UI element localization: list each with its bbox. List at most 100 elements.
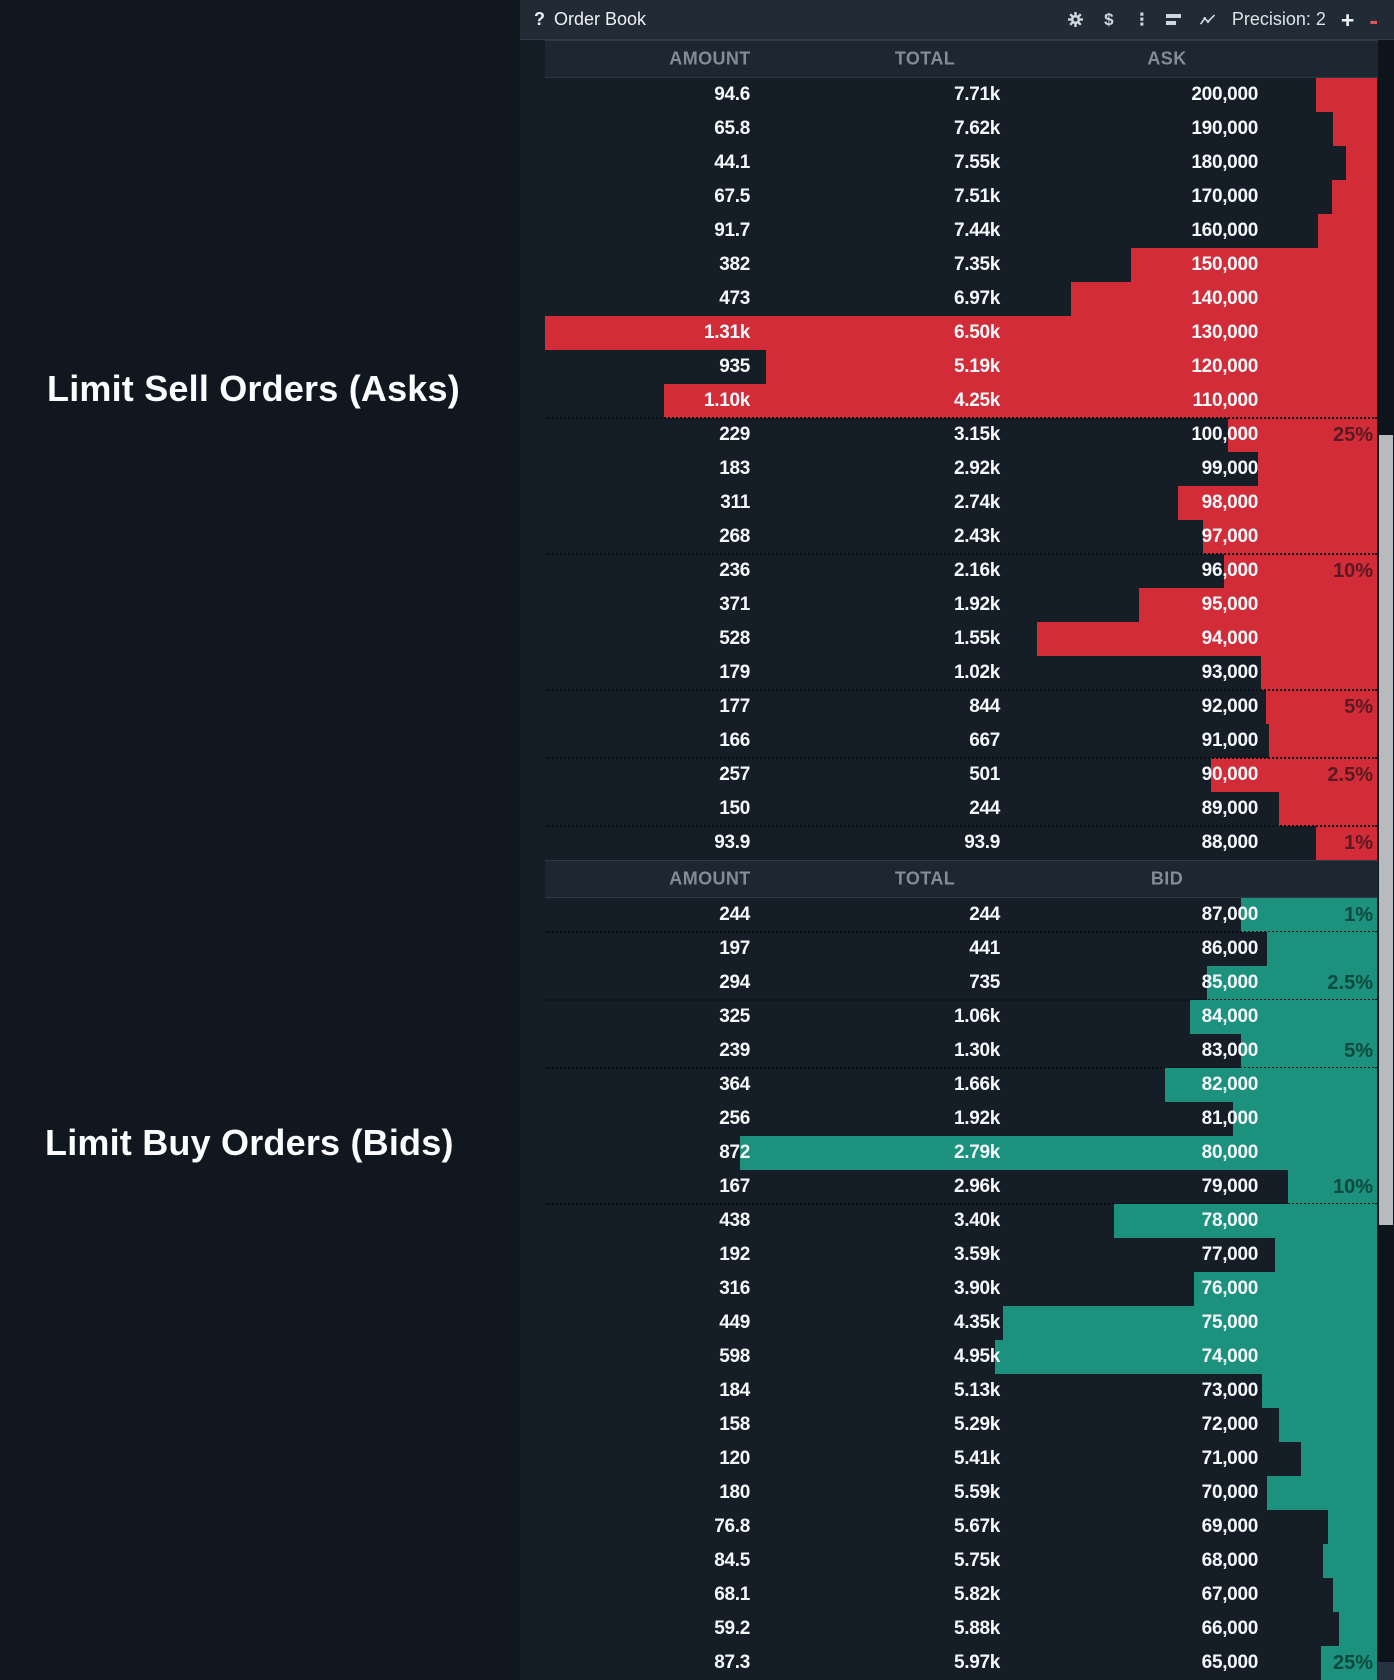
amount-cell: 236 <box>719 560 750 581</box>
depth-bar <box>1332 1578 1377 1612</box>
price-cell: 96,000 <box>1201 560 1259 581</box>
distance-percent-label: 2.5% <box>1327 972 1373 994</box>
ask-row[interactable]: 1.10k 4.25k 110,000 <box>545 384 1394 418</box>
ask-row[interactable]: 236 2.16k 96,000 10% <box>545 553 1394 588</box>
price-cell: 92,000 <box>1201 696 1259 717</box>
bid-row[interactable]: 59.2 5.88k 66,000 <box>545 1612 1394 1646</box>
ask-row[interactable]: 311 2.74k 98,000 <box>545 486 1394 520</box>
amount-cell: 382 <box>719 254 750 275</box>
ask-row[interactable]: 371 1.92k 95,000 <box>545 588 1394 622</box>
bid-row[interactable]: 256 1.92k 81,000 <box>545 1102 1394 1136</box>
bid-row[interactable]: 239 1.30k 83,000 5% <box>545 1034 1394 1069</box>
ask-row[interactable]: 166 667 91,000 <box>545 724 1394 758</box>
ask-row[interactable]: 1.31k 6.50k 130,000 <box>544 316 1394 350</box>
depth-bar <box>740 1136 1377 1170</box>
ask-row[interactable]: 177 844 92,000 5% <box>545 689 1394 724</box>
bid-row[interactable]: 192 3.59k 77,000 <box>545 1238 1394 1272</box>
bids-amount-header: AMOUNT <box>669 868 751 889</box>
depth-bar <box>1315 78 1377 112</box>
total-cell: 1.92k <box>953 594 1000 615</box>
amount-cell: 449 <box>719 1312 750 1333</box>
amount-cell: 244 <box>719 904 750 925</box>
ask-row[interactable]: 94.6 7.71k 200,000 <box>545 78 1394 112</box>
ask-row[interactable]: 44.1 7.55k 180,000 <box>545 146 1394 180</box>
kebab-menu-icon[interactable]: ⋮ <box>1133 9 1151 29</box>
bid-row[interactable]: 180 5.59k 70,000 <box>545 1476 1394 1510</box>
ask-row[interactable]: 935 5.19k 120,000 <box>545 350 1394 384</box>
bids-table: 244 244 87,000 1% 197 441 86,000 294 735 85,000 2.… <box>545 898 1394 1680</box>
amount-cell: 166 <box>719 730 750 751</box>
bid-row[interactable]: 158 5.29k 72,000 <box>545 1408 1394 1442</box>
depth-bar <box>1113 1204 1377 1238</box>
bid-row[interactable]: 87.3 5.97k 65,000 25% <box>545 1646 1394 1680</box>
ask-row[interactable]: 183 2.92k 99,000 <box>545 452 1394 486</box>
ask-row[interactable]: 93.9 93.9 88,000 1% <box>545 825 1394 860</box>
price-cell: 65,000 <box>1201 1652 1259 1673</box>
total-cell: 2.92k <box>953 458 1000 479</box>
bid-row[interactable]: 68.1 5.82k 67,000 <box>545 1578 1394 1612</box>
bid-row[interactable]: 120 5.41k 71,000 <box>545 1442 1394 1476</box>
bid-row[interactable]: 598 4.95k 74,000 <box>545 1340 1394 1374</box>
bid-row[interactable]: 244 244 87,000 1% <box>545 898 1394 933</box>
total-cell: 3.40k <box>953 1210 1000 1231</box>
amount-cell: 91.7 <box>714 220 750 241</box>
ask-row[interactable]: 65.8 7.62k 190,000 <box>545 112 1394 146</box>
ask-row[interactable]: 67.5 7.51k 170,000 <box>545 180 1394 214</box>
amount-cell: 65.8 <box>714 118 750 139</box>
total-cell: 667 <box>969 730 1000 751</box>
depth-bar <box>1320 1646 1377 1680</box>
ask-row[interactable]: 268 2.43k 97,000 <box>545 520 1394 554</box>
ask-row[interactable]: 91.7 7.44k 160,000 <box>545 214 1394 248</box>
bid-row[interactable]: 449 4.35k 75,000 <box>545 1306 1394 1340</box>
price-cell: 80,000 <box>1201 1142 1259 1163</box>
depth-bar <box>1211 758 1377 792</box>
amount-cell: 167 <box>719 1176 750 1197</box>
help-icon[interactable]: ? <box>534 9 545 29</box>
bid-row[interactable]: 294 735 85,000 2.5% <box>545 966 1394 1001</box>
price-cell: 150,000 <box>1191 254 1258 275</box>
scrollbar-track[interactable] <box>1378 40 1394 1680</box>
depth-rows-icon[interactable] <box>1165 11 1184 29</box>
distance-percent-label: 10% <box>1332 560 1373 582</box>
gear-icon[interactable] <box>1067 11 1085 29</box>
total-cell: 5.29k <box>953 1414 1000 1435</box>
ask-row[interactable]: 150 244 89,000 <box>545 792 1394 826</box>
asks-header-row: AMOUNT TOTAL ASK <box>545 40 1394 78</box>
depth-bar <box>1287 1170 1377 1204</box>
depth-bar <box>1164 1068 1377 1102</box>
bid-row[interactable]: 325 1.06k 84,000 <box>545 1000 1394 1034</box>
dollar-icon[interactable]: $ <box>1104 9 1114 29</box>
bid-row[interactable]: 184 5.13k 73,000 <box>545 1374 1394 1408</box>
ask-row[interactable]: 382 7.35k 150,000 <box>545 248 1394 282</box>
ask-row[interactable]: 473 6.97k 140,000 <box>545 282 1394 316</box>
line-chart-icon[interactable] <box>1199 11 1217 29</box>
scrollbar-thumb[interactable] <box>1379 435 1393 1225</box>
depth-bar <box>1346 146 1377 180</box>
amount-cell: 239 <box>719 1040 750 1061</box>
amount-cell: 184 <box>719 1380 750 1401</box>
price-cell: 89,000 <box>1201 798 1259 819</box>
price-cell: 74,000 <box>1201 1346 1259 1367</box>
ask-row[interactable]: 528 1.55k 94,000 <box>545 622 1394 656</box>
ask-row[interactable]: 257 501 90,000 2.5% <box>545 757 1394 792</box>
precision-increase-button[interactable]: + <box>1340 6 1355 33</box>
distance-marker-line <box>545 689 1377 691</box>
bid-row[interactable]: 438 3.40k 78,000 <box>545 1204 1394 1238</box>
precision-decrease-button[interactable]: - <box>1369 4 1378 35</box>
price-cell: 93,000 <box>1201 662 1259 683</box>
ask-row[interactable]: 179 1.02k 93,000 <box>545 656 1394 690</box>
amount-cell: 197 <box>719 938 750 959</box>
ask-row[interactable]: 229 3.15k 100,000 25% <box>545 417 1394 452</box>
bid-row[interactable]: 84.5 5.75k 68,000 <box>545 1544 1394 1578</box>
bid-row[interactable]: 872 2.79k 80,000 <box>545 1136 1394 1170</box>
bid-row[interactable]: 364 1.66k 82,000 <box>545 1068 1394 1102</box>
bid-row[interactable]: 197 441 86,000 <box>545 932 1394 966</box>
amount-cell: 180 <box>719 1482 750 1503</box>
order-book-panel: ? Order Book $ ⋮ <box>520 0 1394 1680</box>
price-cell: 68,000 <box>1201 1550 1259 1571</box>
bid-row[interactable]: 316 3.90k 76,000 <box>545 1272 1394 1306</box>
bid-row[interactable]: 167 2.96k 79,000 10% <box>545 1170 1394 1205</box>
bid-row[interactable]: 76.8 5.67k 69,000 <box>545 1510 1394 1544</box>
total-cell: 5.88k <box>953 1618 1000 1639</box>
amount-cell: 59.2 <box>714 1618 750 1639</box>
